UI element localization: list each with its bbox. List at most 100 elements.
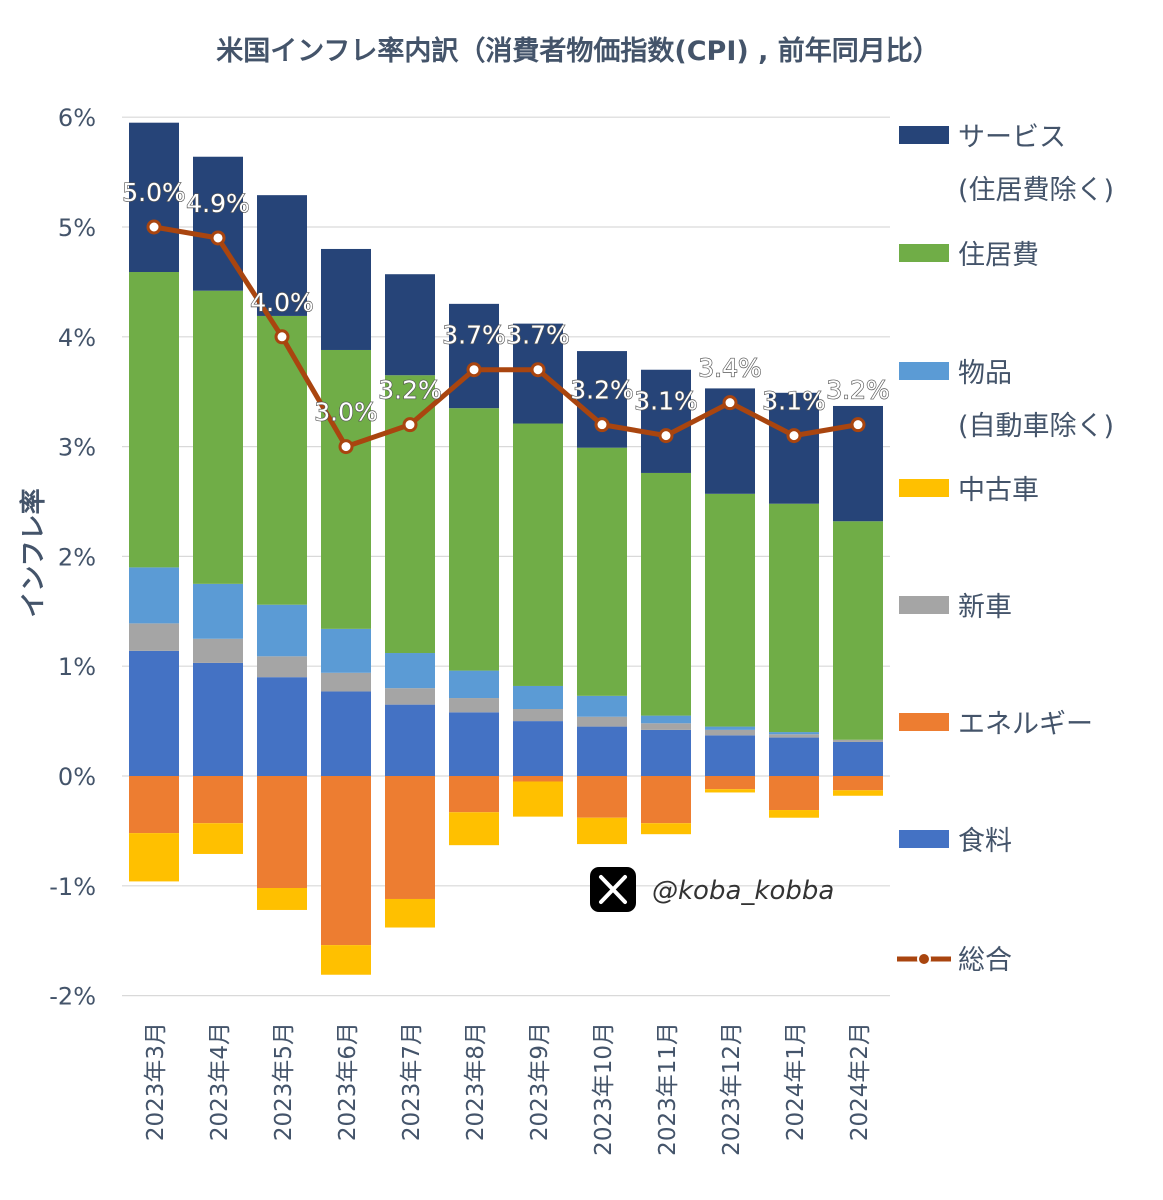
x-tick-label: 2023年5月 [271,1022,297,1141]
legend-label-line2: (自動車除く) [958,411,1114,442]
total-data-label: 4.0% [250,288,314,317]
bar-segment [705,726,755,730]
bar-segment [833,739,883,742]
bar-segment [321,672,371,692]
bar-segment [449,712,499,776]
bar-segment [385,704,435,776]
bar-segment [641,472,691,716]
bar-segment [513,423,563,686]
bar-segment [769,392,819,504]
x-logo-glyph [599,875,627,904]
legend-swatch [899,713,949,731]
bar-segment [449,776,499,813]
bar-segment [833,741,883,776]
bar-segment [129,833,179,882]
bar-segment [641,729,691,776]
total-point [658,428,674,444]
total-point [594,417,610,433]
bar-segment [705,789,755,793]
bar-segment [449,812,499,846]
bar-segment [193,290,243,584]
total-data-label: 3.7% [506,321,570,350]
bar-segment [705,735,755,776]
legend-label: 食料 [958,826,1012,857]
bar-segment [833,790,883,796]
bar-segment [641,715,691,724]
bar-segment [769,776,819,811]
total-point [722,395,738,411]
bar-segment [385,274,435,376]
x-tick-label: 2023年7月 [399,1022,425,1141]
bar-segment [833,521,883,740]
bar-segment [321,248,371,350]
legend-label: 物品 [958,358,1012,389]
watermark: @koba_kobba [590,867,834,912]
bar-segment [257,887,307,910]
bar-segment [705,729,755,736]
bar-segment [833,776,883,791]
bar-segment [577,695,627,717]
bar-segment [577,817,627,845]
y-tick-label: 1% [58,653,96,681]
x-tick-label: 2023年3月 [143,1022,169,1141]
bar-segment [641,776,691,824]
y-axis-label: インフレ率 [18,488,49,617]
x-tick-label: 2023年12月 [719,1022,745,1156]
x-axis-ticks: 2023年3月 2023年4月 2023年5月 2023年6月 2023年7月 2023年… [143,1022,873,1156]
total-data-label: 3.1% [762,387,826,416]
bar-segment [769,503,819,733]
bar-segment [769,810,819,818]
legend-label-line2: (住居費除く) [958,175,1114,206]
y-tick-label: 0% [58,763,96,791]
y-tick-label: 4% [58,324,96,352]
legend-swatch [899,596,949,614]
total-data-label: 3.2% [378,376,442,405]
bar-segment [449,698,499,713]
legend-label: 総合 [958,945,1012,976]
bar-segment [129,567,179,624]
bar-segment [449,303,499,409]
bar-segment [577,726,627,776]
bar-segment [577,776,627,818]
total-point [146,219,162,235]
bar-segment [193,662,243,776]
bar-segment [513,776,563,782]
total-line: 5.0% 4.9%4.0%3.0%3.2%3.7% 3.7%3.2% 3.1%3.4%… [122,177,890,455]
legend-swatch [899,362,949,380]
legend-label: サービス [958,122,1066,153]
bar-segment [513,781,563,817]
total-data-label: 3.4% [698,354,762,383]
bar-segment [321,628,371,673]
x-tick-label: 2023年8月 [463,1022,489,1141]
y-tick-label: -2% [49,983,96,1011]
x-tick-label: 2023年10月 [591,1022,617,1156]
y-tick-label: 5% [58,214,96,242]
chart-title: 米国インフレ率内訳（消費者物価指数(CPI) , 前年同月比） [216,35,940,67]
bar-segment [641,723,691,730]
total-data-label: 5.0% [122,178,186,207]
legend-line-marker [917,952,931,966]
bar-segment [321,349,371,629]
legend-label: 中古車 [958,475,1039,506]
gridlines [122,116,890,997]
bar-segment [449,408,499,671]
total-point [338,439,354,455]
bar-segment [257,677,307,776]
total-data-label: 3.2% [826,376,890,405]
bar-segment [449,670,499,699]
total-data-label: 3.7% [442,321,506,350]
bar-segment [193,823,243,854]
bar-segment [705,493,755,727]
legend-swatch [899,479,949,497]
bar-segment [257,776,307,888]
bar-segment [385,653,435,689]
bars [129,122,883,975]
x-tick-label: 2023年9月 [527,1022,553,1141]
y-tick-label: 3% [58,434,96,462]
bar-segment [129,122,179,273]
y-tick-label: 6% [58,104,96,132]
total-data-label: 3.2% [570,376,634,405]
y-tick-label: 2% [58,543,96,571]
y-tick-label: -1% [49,873,96,901]
